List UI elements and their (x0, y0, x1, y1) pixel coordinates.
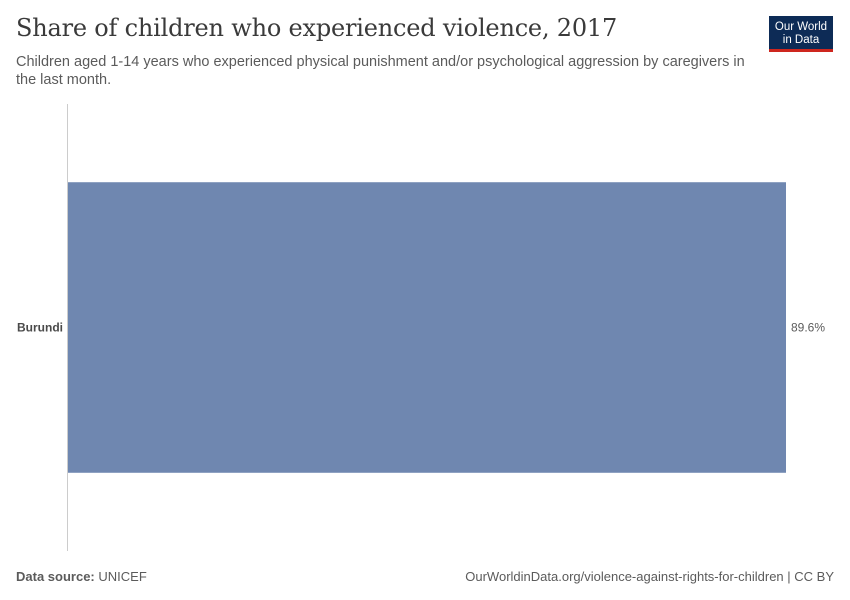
chart-title: Share of children who experienced violen… (16, 14, 618, 42)
logo-line-1: Our World (774, 20, 828, 33)
data-source: Data source: UNICEF (16, 569, 147, 584)
value-label: 89.6% (791, 321, 825, 335)
data-source-label: Data source: (16, 569, 95, 584)
bar-burundi[interactable] (68, 182, 786, 473)
source-url-license[interactable]: OurWorldinData.org/violence-against-righ… (465, 569, 834, 584)
chart-subtitle: Children aged 1-14 years who experienced… (16, 54, 745, 88)
owid-logo[interactable]: Our World in Data (769, 16, 833, 52)
logo-line-2: in Data (782, 33, 820, 46)
data-source-value: UNICEF (98, 569, 147, 584)
category-label: Burundi (17, 321, 63, 335)
bars-group: Burundi 89.6% (17, 182, 825, 473)
